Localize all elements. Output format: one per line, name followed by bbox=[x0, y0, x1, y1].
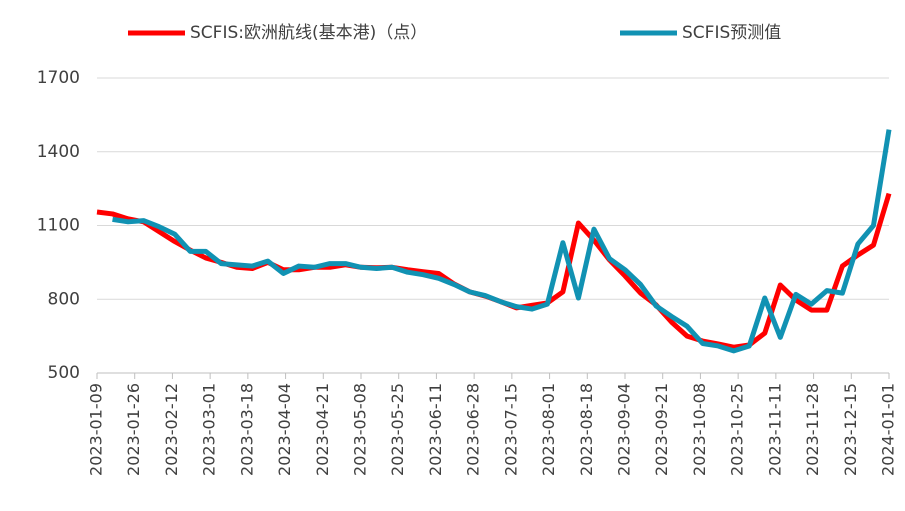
x-tick-label: 2023-04-04 bbox=[275, 383, 294, 476]
x-tick-label: 2024-01-01 bbox=[879, 383, 898, 476]
x-tick-label: 2023-05-25 bbox=[388, 383, 407, 476]
x-tick-label: 2023-11-28 bbox=[803, 383, 822, 476]
x-tick-label: 2023-10-08 bbox=[690, 383, 709, 476]
legend-label: SCFIS:欧洲航线(基本港)（点） bbox=[190, 23, 427, 43]
y-tick-label: 1700 bbox=[37, 68, 80, 88]
x-tick-label: 2023-05-08 bbox=[351, 383, 370, 476]
x-tick-label: 2023-09-04 bbox=[615, 383, 634, 476]
x-tick-label: 2023-04-21 bbox=[313, 383, 332, 476]
x-tick-label: 2023-01-09 bbox=[87, 383, 106, 476]
series-line bbox=[96, 192, 892, 350]
x-tick-label: 2023-08-01 bbox=[539, 383, 558, 476]
x-tick-label: 2023-06-11 bbox=[426, 383, 445, 476]
x-tick-label: 2023-06-28 bbox=[464, 383, 483, 476]
x-tick-label: 2023-10-25 bbox=[728, 383, 747, 476]
y-tick-label: 800 bbox=[48, 289, 80, 309]
legend-label: SCFIS预测值 bbox=[682, 23, 781, 43]
series-line bbox=[112, 129, 892, 354]
y-tick-label: 1100 bbox=[37, 216, 80, 236]
x-tick-label: 2023-12-15 bbox=[841, 383, 860, 476]
x-tick-label: 2023-01-26 bbox=[124, 383, 143, 476]
x-tick-label: 2023-09-21 bbox=[652, 383, 671, 476]
x-tick-label: 2023-08-18 bbox=[577, 383, 596, 476]
x-tick-label: 2023-11-11 bbox=[765, 383, 784, 476]
x-tick-label: 2023-07-15 bbox=[501, 383, 520, 476]
y-tick-label: 500 bbox=[48, 363, 80, 383]
x-tick-label: 2023-03-18 bbox=[237, 383, 256, 476]
y-tick-label: 1400 bbox=[37, 142, 80, 162]
x-tick-label: 2023-02-12 bbox=[162, 383, 181, 476]
x-tick-label: 2023-03-01 bbox=[200, 383, 219, 476]
